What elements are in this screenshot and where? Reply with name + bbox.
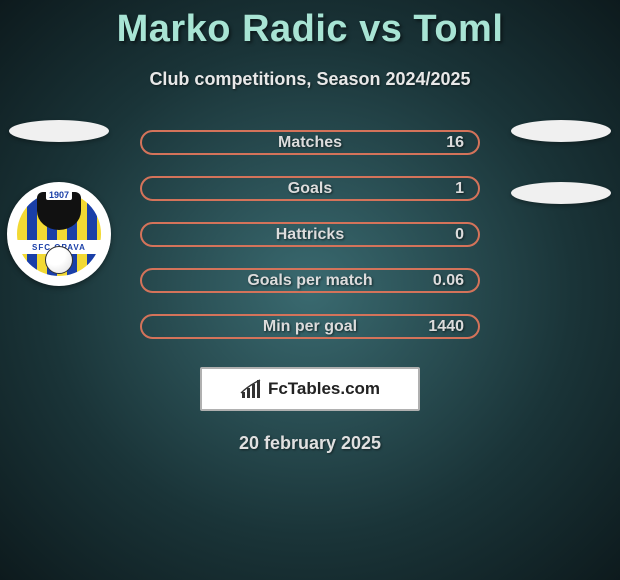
stat-row-goals-per-match: Goals per match 0.06	[140, 268, 480, 293]
stat-label: Min per goal	[263, 318, 357, 336]
brand-text: FcTables.com	[268, 379, 380, 399]
stat-value: 16	[446, 134, 464, 152]
stat-label: Matches	[278, 134, 342, 152]
stat-label: Goals	[288, 180, 332, 198]
stat-value: 0.06	[433, 272, 464, 290]
stat-value: 1440	[428, 318, 464, 336]
page-subtitle: Club competitions, Season 2024/2025	[0, 69, 620, 90]
left-column: 1907 SFC OPAVA	[4, 120, 114, 286]
player-photo-placeholder-left	[9, 120, 109, 142]
stat-value: 1	[455, 180, 464, 198]
stat-row-matches: Matches 16	[140, 130, 480, 155]
stat-value: 0	[455, 226, 464, 244]
stat-row-hattricks: Hattricks 0	[140, 222, 480, 247]
player-photo-placeholder-right-2	[511, 182, 611, 204]
content-area: 1907 SFC OPAVA Matches 16 Goals 1 Hattri…	[0, 130, 620, 454]
club-logo-ball-icon	[45, 246, 73, 274]
club-logo-left: 1907 SFC OPAVA	[7, 182, 111, 286]
footer-date: 20 february 2025	[0, 433, 620, 454]
stat-row-min-per-goal: Min per goal 1440	[140, 314, 480, 339]
stat-label: Hattricks	[276, 226, 344, 244]
player-photo-placeholder-right-1	[511, 120, 611, 142]
right-column	[506, 120, 616, 204]
stat-row-goals: Goals 1	[140, 176, 480, 201]
stats-list: Matches 16 Goals 1 Hattricks 0 Goals per…	[140, 130, 480, 339]
stat-label: Goals per match	[247, 272, 372, 290]
bar-chart-icon	[240, 378, 262, 400]
club-logo-year: 1907	[46, 190, 72, 200]
brand-box[interactable]: FcTables.com	[200, 367, 420, 411]
page-title: Marko Radic vs Toml	[0, 0, 620, 51]
